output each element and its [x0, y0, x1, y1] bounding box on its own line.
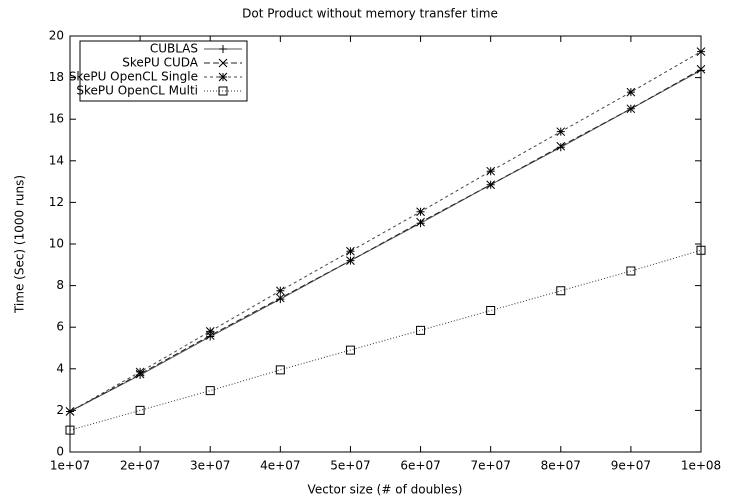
marker	[626, 87, 636, 97]
marker	[416, 207, 425, 217]
marker	[345, 345, 355, 355]
y-tick-label: 10	[49, 237, 64, 251]
x-tick-label: 2e+07	[120, 459, 160, 473]
marker	[218, 58, 228, 68]
y-tick-label: 16	[49, 112, 64, 126]
x-tick-label: 4e+07	[260, 459, 300, 473]
series-line	[69, 51, 702, 412]
x-tick-label: 5e+07	[330, 459, 370, 473]
y-tick-label: 2	[56, 403, 64, 417]
marker	[346, 246, 355, 256]
series-line	[69, 249, 702, 431]
marker	[65, 407, 75, 416]
marker	[696, 47, 706, 56]
marker	[486, 180, 496, 190]
marker	[416, 325, 426, 335]
marker	[486, 166, 496, 176]
x-axis-label: Vector size (# of doubles)	[308, 483, 463, 497]
legend-label: SkePU OpenCL Multi	[76, 84, 198, 98]
marker	[556, 143, 565, 152]
marker	[416, 219, 425, 228]
y-tick-label: 0	[56, 445, 64, 459]
x-tick-label: 3e+07	[190, 459, 230, 473]
x-tick-label: 8e+07	[541, 459, 581, 473]
marker	[135, 405, 145, 415]
marker	[416, 217, 425, 227]
marker	[275, 293, 285, 303]
x-tick-label: 6e+07	[400, 459, 440, 473]
marker	[696, 64, 706, 74]
marker	[275, 286, 285, 296]
y-tick-label: 4	[56, 361, 64, 375]
marker	[205, 327, 215, 336]
series-line	[69, 68, 702, 412]
x-tick-label: 9e+07	[611, 459, 651, 473]
marker	[626, 266, 636, 276]
marker	[346, 256, 355, 265]
y-axis-label: Time (Sec) (1000 runs)	[13, 175, 27, 314]
x-tick-label: 7e+07	[470, 459, 510, 473]
marker	[65, 425, 75, 435]
legend-label: CUBLAS	[150, 42, 198, 56]
y-tick-label: 6	[56, 320, 64, 334]
marker	[486, 306, 496, 316]
marker	[218, 86, 228, 96]
marker	[556, 286, 566, 296]
legend-label: SkePU CUDA	[122, 56, 199, 70]
y-tick-label: 12	[49, 195, 64, 209]
marker	[218, 72, 228, 82]
y-tick-label: 14	[49, 153, 64, 167]
y-tick-label: 8	[56, 278, 64, 292]
x-tick-label: 1e+07	[50, 459, 90, 473]
chart-title: Dot Product without memory transfer time	[242, 7, 498, 21]
y-tick-label: 20	[49, 29, 64, 43]
marker	[219, 45, 227, 53]
marker	[556, 127, 566, 137]
marker	[135, 367, 145, 377]
y-tick-label: 18	[49, 70, 64, 84]
legend-label: SkePU OpenCL Single	[69, 70, 198, 84]
marker	[275, 365, 285, 375]
marker	[556, 141, 566, 151]
marker	[205, 386, 215, 396]
marker	[696, 245, 706, 255]
marker	[626, 104, 636, 114]
x-tick-label: 1e+08	[681, 459, 721, 473]
